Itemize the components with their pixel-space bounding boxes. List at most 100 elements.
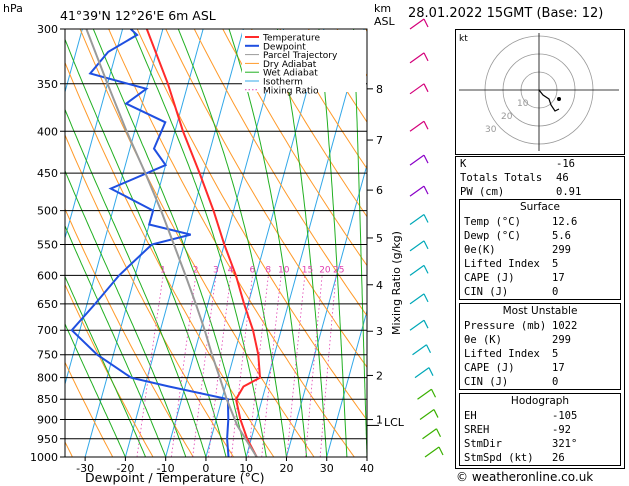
km-tick-label: 3 xyxy=(376,325,383,338)
legend-entry: Parcel Trajectory xyxy=(263,51,338,61)
isotherm-line xyxy=(84,29,204,457)
hodograph-stat-row: StmSpd (kt) 26 xyxy=(460,451,620,465)
surface-value: 17 xyxy=(552,272,565,284)
index-value: -16 xyxy=(556,158,575,170)
mixing-ratio-line xyxy=(171,275,197,457)
surface-label: CAPE (J) xyxy=(464,272,515,284)
x-tick-label: 40 xyxy=(360,462,374,475)
pressure-tick-label: 450 xyxy=(37,167,58,180)
surface-row: CAPE (J) 17 xyxy=(460,271,620,285)
hodograph-stat-row: SREH -92 xyxy=(460,423,620,437)
mixing-ratio-label: 15 xyxy=(302,265,313,275)
isotherm-line xyxy=(65,29,164,386)
dry-adiabat-line xyxy=(65,361,114,457)
wind-barb-flag xyxy=(425,344,432,354)
legend-entry: Mixing Ratio xyxy=(263,86,319,96)
most-unstable-row: Lifted Index 5 xyxy=(460,347,620,361)
surface-row: Temp (°C) 12.6 xyxy=(460,215,620,229)
hodograph-table-title: Hodograph xyxy=(510,395,570,407)
storm-motion-marker xyxy=(557,97,561,101)
hodograph: kt 10 20 30 xyxy=(455,29,625,155)
x-tick-label: -20 xyxy=(116,462,134,475)
surface-value: 299 xyxy=(552,244,571,256)
index-row: PW (cm) 0.91 xyxy=(456,185,624,199)
wind-barb-flag xyxy=(423,214,429,223)
wind-barb xyxy=(409,185,425,197)
pressure-tick-label: 400 xyxy=(37,125,58,138)
asl-label: ASL xyxy=(374,15,396,28)
wind-barb-flag xyxy=(423,319,429,329)
surface-panel: Surface Temp (°C) 12.6 Dewp (°C) 5.6 θe(K) 29… xyxy=(459,199,621,300)
wind-barb-flag xyxy=(423,120,429,130)
x-tick-label: 20 xyxy=(279,462,293,475)
mixing-ratio-label: 20 xyxy=(319,265,331,275)
mixing-ratio-label: 10 xyxy=(278,265,290,275)
legend-entry: Temperature xyxy=(262,34,320,44)
most-unstable-label: θe (K) xyxy=(464,334,502,346)
surface-label: CIN (J) xyxy=(464,286,509,298)
hodograph-stat-label: StmDir xyxy=(464,438,502,450)
dry-adiabat-line xyxy=(65,283,154,457)
x-tick-label: 0 xyxy=(202,462,209,475)
isotherm-line xyxy=(285,163,367,457)
surface-label: Dewp (°C) xyxy=(464,230,521,242)
pressure-tick-label: 300 xyxy=(37,23,58,36)
isotherm-line xyxy=(326,309,367,457)
hodograph-stat-value: 26 xyxy=(552,452,565,464)
most-unstable-row: θe (K) 299 xyxy=(460,333,620,347)
hodograph-trace xyxy=(538,89,560,112)
pressure-tick-label: 900 xyxy=(37,414,58,427)
pressure-unit-label: hPa xyxy=(3,2,23,15)
mixing-ratio-label: 2 xyxy=(193,265,199,275)
km-tick-label: 6 xyxy=(376,184,383,197)
index-value: 0.91 xyxy=(556,186,582,198)
pressure-tick-label: 550 xyxy=(37,238,58,251)
wind-barb xyxy=(414,367,430,379)
wind-barb-flag xyxy=(430,388,437,398)
surface-label: Lifted Index xyxy=(464,258,540,270)
km-tick-label: 1 xyxy=(376,414,383,427)
isotherm-line xyxy=(407,29,455,457)
wind-barb-flag xyxy=(423,52,429,62)
wind-barb-flag xyxy=(438,446,444,456)
hodograph-stat-value: -92 xyxy=(552,424,571,436)
mixing-ratio-line xyxy=(261,275,282,457)
km-tick-label: 7 xyxy=(376,134,383,147)
surface-value: 0 xyxy=(552,286,559,298)
index-row: Totals Totals 46 xyxy=(456,171,624,185)
wind-barb xyxy=(409,293,425,305)
pressure-tick-label: 700 xyxy=(37,324,58,337)
mixing-ratio-line xyxy=(319,275,337,457)
isotherm-line xyxy=(0,29,42,457)
data-series xyxy=(70,29,262,457)
wind-barb xyxy=(409,18,425,30)
wet-adiabat-line xyxy=(318,29,348,457)
x-tick-label: -10 xyxy=(157,462,175,475)
copyright-label: © weatheronline.co.uk xyxy=(456,470,594,484)
mixing-ratio-line xyxy=(247,275,269,457)
legend-entry: Isotherm xyxy=(263,78,303,88)
most-unstable-value: 0 xyxy=(552,376,559,388)
hodograph-stat-row: StmDir 321° xyxy=(460,437,620,451)
skewt-diagram: 1 2 3 4 6 8 10 15 20 2530035040045050055060065070… xyxy=(0,2,455,485)
pressure-tick-label: 650 xyxy=(37,298,58,311)
legend-box xyxy=(242,30,366,92)
pressure-tick-label: 1000 xyxy=(30,451,58,464)
hodograph-stat-value: 321° xyxy=(552,438,578,450)
index-label: Totals Totals xyxy=(460,172,543,184)
hodograph-unit: kt xyxy=(459,34,468,44)
pressure-tick-label: 950 xyxy=(37,433,58,446)
most-unstable-value: 299 xyxy=(552,334,571,346)
series-parcel-trajectory-line xyxy=(85,29,258,457)
wind-barb-flag xyxy=(435,428,442,438)
km-label: km xyxy=(374,2,391,15)
x-axis-title: Dewpoint / Temperature (°C) xyxy=(85,470,264,485)
most-unstable-panel: Most Unstable Pressure (mb) 1022 θe (K) 299… xyxy=(459,303,621,390)
index-value: 46 xyxy=(556,172,569,184)
wind-barb-flag xyxy=(433,409,439,418)
wind-barb-flag xyxy=(423,18,429,28)
index-row: K -16 xyxy=(456,157,624,171)
most-unstable-value: 17 xyxy=(552,362,565,374)
hodograph-table: Hodograph EH -105 SREH -92 StmDir 321° StmSpd … xyxy=(459,393,621,466)
y2-axis-title: Mixing Ratio (g/kg) xyxy=(390,231,403,335)
